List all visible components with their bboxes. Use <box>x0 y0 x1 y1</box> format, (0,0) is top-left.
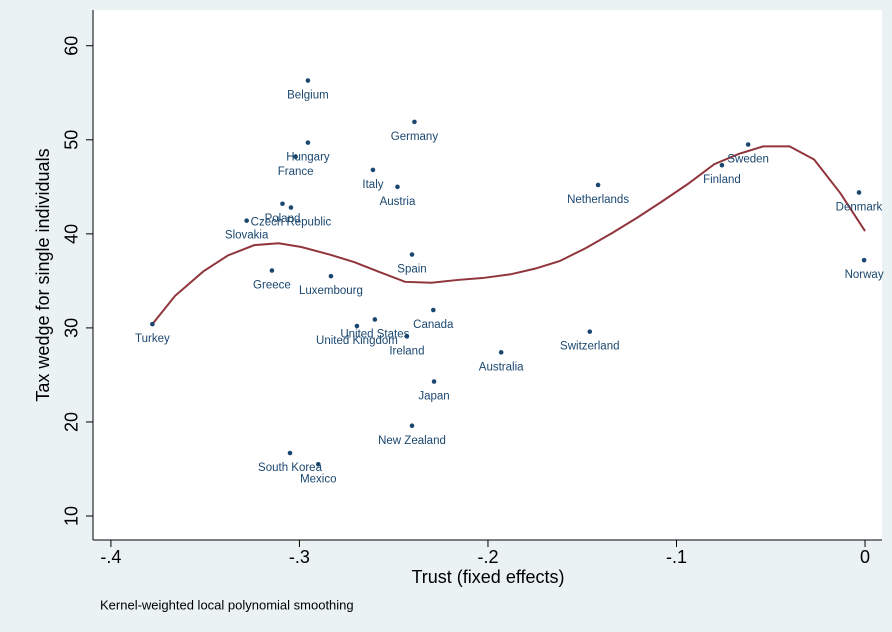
point-label: Greece <box>253 280 291 292</box>
point <box>595 182 601 188</box>
point <box>293 154 298 160</box>
y-tick-label: 30 <box>62 318 82 338</box>
point <box>412 119 417 125</box>
point <box>404 334 410 339</box>
x-tick-label: -.4 <box>100 547 121 567</box>
point <box>719 162 725 168</box>
point-label: Finland <box>703 174 741 186</box>
point-label: Japan <box>418 391 449 403</box>
point-label: Luxembourg <box>299 285 363 297</box>
point <box>287 450 293 456</box>
point-label: Austria <box>380 196 416 208</box>
point <box>587 329 593 334</box>
x-axis-title: Trust (fixed effects) <box>411 567 564 587</box>
point-label: Canada <box>413 319 454 331</box>
point-label: Slovakia <box>225 230 269 242</box>
point-label: Australia <box>479 361 524 373</box>
x-tick-label: -.2 <box>477 547 498 567</box>
point-label: Czech Republic <box>251 217 332 229</box>
point <box>150 321 155 327</box>
point <box>288 205 294 210</box>
point-label: Belgium <box>287 90 329 102</box>
point <box>395 184 400 190</box>
y-tick-label: 40 <box>62 224 82 244</box>
y-tick-label: 10 <box>62 506 82 526</box>
point <box>328 273 334 279</box>
point-label: Italy <box>362 179 383 191</box>
point-label: Germany <box>391 131 439 143</box>
point-label: Poland <box>265 213 301 225</box>
point-label: United Kingdom <box>316 335 398 347</box>
point-label: Hungary <box>286 152 330 164</box>
point <box>370 167 376 173</box>
point <box>409 252 415 257</box>
point-label: New Zealand <box>378 435 446 447</box>
x-tick-label: -.1 <box>666 547 687 567</box>
point-label: Netherlands <box>567 194 629 206</box>
y-tick-label: 20 <box>62 412 82 432</box>
point <box>305 140 311 145</box>
point <box>745 142 751 147</box>
x-tick-label: -.3 <box>289 547 310 567</box>
smooth-line <box>151 145 866 325</box>
point <box>372 317 378 322</box>
point-label: Switzerland <box>560 341 619 353</box>
point <box>431 379 437 384</box>
point-label: Norway <box>845 269 884 281</box>
point <box>269 268 275 273</box>
point-label: South Korea <box>258 462 323 474</box>
point-label: Denmark <box>836 201 883 213</box>
x-tick-label: 0 <box>860 547 870 567</box>
point <box>305 78 311 83</box>
y-tick-label: 50 <box>62 130 82 150</box>
point <box>354 323 360 329</box>
point <box>244 218 249 223</box>
point-label: Mexico <box>300 473 336 485</box>
point-label: Spain <box>397 264 426 276</box>
point-label: Sweden <box>727 154 769 166</box>
y-tick-label: 60 <box>62 36 82 56</box>
point-label: Turkey <box>135 333 170 345</box>
plot-area <box>93 10 882 540</box>
point <box>315 461 321 467</box>
point <box>409 423 415 429</box>
point <box>498 350 504 355</box>
point <box>856 190 862 195</box>
y-axis-title: Tax wedge for single individuals <box>33 148 53 401</box>
point-label: Ireland <box>389 345 424 357</box>
point <box>280 201 285 207</box>
point-label: France <box>278 166 314 178</box>
point <box>430 307 436 313</box>
point <box>861 257 867 263</box>
point-label: United States <box>340 328 409 340</box>
note: Kernel-weighted local polynomial smoothi… <box>100 597 354 612</box>
